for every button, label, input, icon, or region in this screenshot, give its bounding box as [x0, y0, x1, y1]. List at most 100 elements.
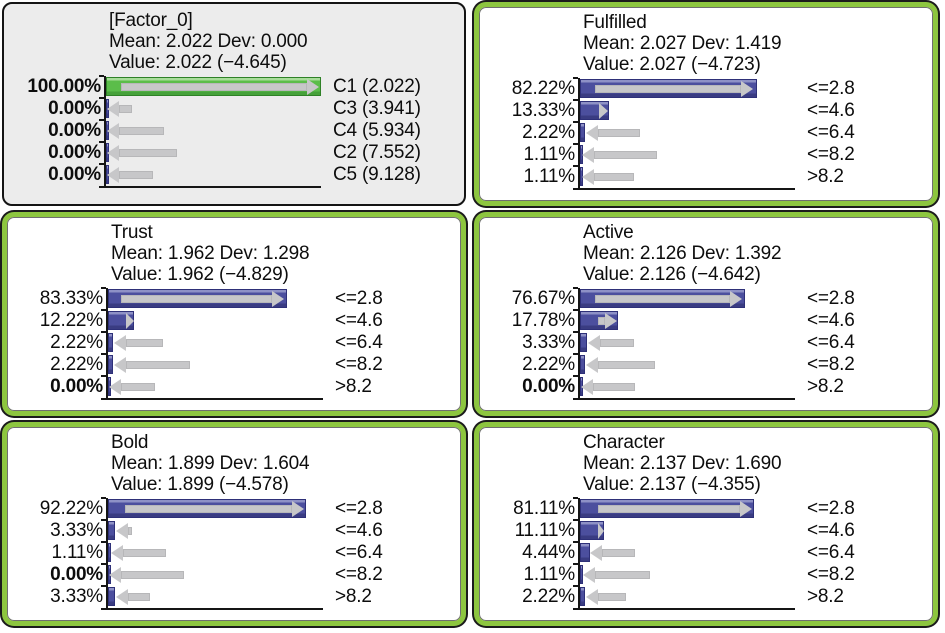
delta-arrow [590, 543, 635, 562]
state-row[interactable]: 0.00% <=8.2 [8, 563, 460, 586]
probability-label: 13.33% [511, 100, 575, 121]
delta-arrow-head [587, 334, 600, 351]
state-row[interactable]: 1.11% >8.2 [480, 165, 932, 188]
probability-bar-track [99, 75, 321, 98]
value-line: Value: 1.962 (−4.829) [111, 264, 289, 285]
state-row[interactable]: 1.11% <=6.4 [8, 541, 460, 564]
state-label: <=6.4 [807, 542, 855, 563]
delta-arrow-head [113, 334, 126, 351]
monitor-panel[interactable]: Trust Mean: 1.962 Dev: 1.298 Value: 1.96… [2, 212, 466, 416]
probability-bar-track [573, 541, 795, 564]
delta-arrow [581, 377, 635, 396]
delta-arrow-head [585, 124, 598, 141]
delta-arrow [120, 289, 284, 308]
state-row[interactable]: 82.22% <=2.8 [480, 77, 932, 100]
delta-arrow-head [306, 78, 319, 95]
state-row[interactable]: 76.67% <=2.8 [480, 287, 932, 310]
state-row[interactable]: 0.00% >8.2 [480, 375, 932, 398]
state-row[interactable]: 92.22% <=2.8 [8, 497, 460, 520]
state-row[interactable]: 1.11% <=8.2 [480, 563, 932, 586]
state-row[interactable]: 0.00% C4 (5.934) [6, 119, 462, 142]
delta-arrow [585, 587, 627, 606]
state-row[interactable]: 3.33% <=4.6 [8, 519, 460, 542]
delta-arrow [107, 121, 165, 140]
delta-arrow-body [121, 383, 156, 391]
monitor-panel[interactable]: Active Mean: 2.126 Dev: 1.392 Value: 2.1… [474, 212, 938, 416]
probability-label: 100.00% [27, 76, 101, 97]
probability-label: 76.67% [511, 288, 575, 309]
monitor-panel[interactable]: Fulfilled Mean: 2.027 Dev: 1.419 Value: … [474, 2, 938, 206]
state-row[interactable]: 3.33% <=6.4 [480, 331, 932, 354]
delta-arrow [121, 77, 319, 96]
probability-label: 1.11% [51, 542, 104, 563]
delta-arrow-body [597, 129, 641, 137]
state-label: <=6.4 [335, 542, 383, 563]
state-row[interactable]: 17.78% <=4.6 [480, 309, 932, 332]
delta-arrow [109, 377, 156, 396]
probability-bar-track [99, 119, 321, 142]
state-row[interactable]: 83.33% <=2.8 [8, 287, 460, 310]
state-row[interactable]: 2.22% <=8.2 [8, 353, 460, 376]
state-label: <=6.4 [335, 332, 383, 353]
delta-arrow [113, 355, 190, 374]
probability-bar-track [101, 519, 323, 542]
probability-label: 1.11% [523, 166, 576, 187]
delta-arrow-body [593, 173, 634, 181]
probability-label: 2.22% [522, 354, 575, 375]
delta-arrow-head [109, 378, 122, 395]
state-row[interactable]: 3.33% >8.2 [8, 585, 460, 608]
delta-arrow-head [107, 122, 120, 139]
delta-arrow [595, 79, 754, 98]
state-row[interactable]: 11.11% <=4.6 [480, 519, 932, 542]
probability-bar-track [99, 163, 321, 186]
state-row[interactable]: 2.22% <=8.2 [480, 353, 932, 376]
delta-arrow [595, 289, 742, 308]
mean-dev-line: Mean: 2.126 Dev: 1.392 [583, 243, 782, 264]
monitor-header: Bold Mean: 1.899 Dev: 1.604 Value: 1.899… [8, 428, 460, 498]
monitor-header: Fulfilled Mean: 2.027 Dev: 1.419 Value: … [480, 8, 932, 78]
x-axis-line [101, 398, 323, 400]
state-label: <=8.2 [807, 564, 855, 585]
delta-arrow-head [107, 166, 120, 183]
state-row[interactable]: 2.22% >8.2 [480, 585, 932, 608]
rows: 82.22% <=2.8 13.33% <=4.6 2.22% [480, 77, 932, 188]
state-row[interactable]: 13.33% <=4.6 [480, 99, 932, 122]
state-row[interactable]: 2.22% <=6.4 [480, 121, 932, 144]
monitor-panel[interactable]: Bold Mean: 1.899 Dev: 1.604 Value: 1.899… [2, 422, 466, 626]
delta-arrow-body [595, 85, 742, 93]
state-row[interactable]: 12.22% <=4.6 [8, 309, 460, 332]
state-row[interactable]: 0.00% >8.2 [8, 375, 460, 398]
state-row[interactable]: 0.00% C5 (9.128) [6, 163, 462, 186]
state-label: >8.2 [335, 376, 372, 397]
delta-arrow-head [113, 356, 126, 373]
state-row[interactable]: 0.00% C3 (3.941) [6, 97, 462, 120]
x-axis-line [573, 608, 795, 610]
probability-label: 2.22% [522, 122, 575, 143]
probability-label: 0.00% [48, 98, 101, 119]
node-name: Active [583, 222, 634, 243]
probability-bar-track [101, 287, 323, 310]
state-row[interactable]: 2.22% <=6.4 [8, 331, 460, 354]
value-line: Value: 2.022 (−4.645) [109, 52, 287, 73]
delta-arrow [110, 543, 167, 562]
rows: 92.22% <=2.8 3.33% <=4.6 1.11% [8, 497, 460, 608]
value-line: Value: 1.899 (−4.578) [111, 474, 289, 495]
probability-bar-track [573, 309, 795, 332]
node-name: Fulfilled [583, 12, 647, 33]
delta-arrow-head [107, 100, 120, 117]
mean-dev-line: Mean: 1.899 Dev: 1.604 [111, 453, 310, 474]
probability-bar-track [573, 165, 795, 188]
probability-label: 3.33% [522, 332, 575, 353]
probability-label: 17.78% [511, 310, 575, 331]
state-row[interactable]: 4.44% <=6.4 [480, 541, 932, 564]
state-row[interactable]: 1.11% <=8.2 [480, 143, 932, 166]
state-row[interactable]: 81.11% <=2.8 [480, 497, 932, 520]
state-label: C4 (5.934) [333, 120, 421, 141]
probability-bar-track [573, 519, 795, 542]
state-row[interactable]: 0.00% C2 (7.552) [6, 141, 462, 164]
monitor-panel[interactable]: Character Mean: 2.137 Dev: 1.690 Value: … [474, 422, 938, 626]
state-row[interactable]: 100.00% C1 (2.022) [6, 75, 462, 98]
probability-bar [580, 123, 585, 142]
monitor-panel[interactable]: [Factor_0] Mean: 2.022 Dev: 0.000 Value:… [2, 2, 466, 206]
state-label: <=2.8 [807, 78, 855, 99]
